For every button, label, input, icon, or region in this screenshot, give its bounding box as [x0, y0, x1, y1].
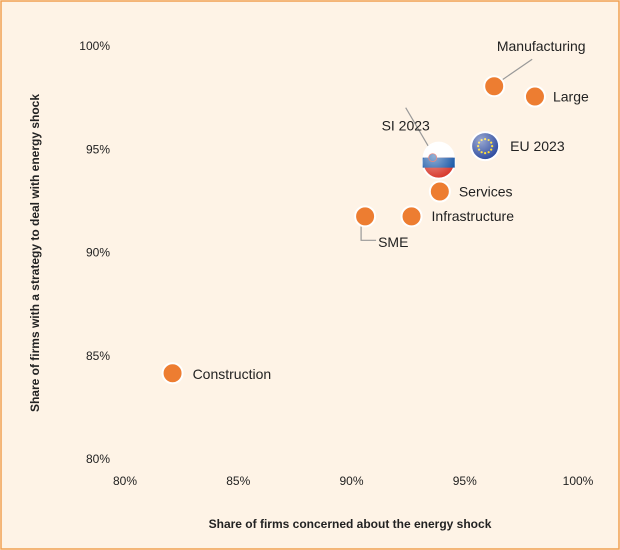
x-tick-label: 100%: [563, 474, 594, 488]
point: [400, 205, 423, 228]
point: [523, 85, 546, 108]
point: [483, 75, 506, 98]
y-tick-label: 80%: [86, 452, 110, 466]
x-tick-label: 90%: [339, 474, 363, 488]
leader-line: [360, 225, 377, 241]
y-tick-label: 90%: [86, 246, 110, 260]
y-tick-label: 95%: [86, 142, 110, 156]
x-tick-label: 85%: [226, 474, 250, 488]
point-label: Infrastructure: [432, 208, 515, 224]
y-tick-label: 100%: [79, 39, 110, 53]
x-axis-label: Share of firms concerned about the energ…: [209, 517, 492, 531]
leader-line: [499, 58, 533, 82]
x-tick-label: 80%: [113, 474, 137, 488]
shine: [471, 132, 500, 161]
point-label: Large: [553, 88, 589, 104]
shine: [422, 146, 455, 179]
x-tick-label: 95%: [453, 474, 477, 488]
point-label: Construction: [193, 366, 272, 382]
point: [354, 205, 377, 228]
y-axis-label: Share of firms with a strategy to deal w…: [28, 94, 42, 412]
point-label: Manufacturing: [497, 38, 586, 54]
point: [161, 362, 184, 385]
y-tick-label: 85%: [86, 349, 110, 363]
point-label: SME: [378, 234, 408, 250]
point-label: SI 2023: [382, 117, 430, 133]
point: [428, 180, 451, 203]
point-label: Services: [459, 183, 513, 199]
point-label: EU 2023: [510, 138, 565, 154]
